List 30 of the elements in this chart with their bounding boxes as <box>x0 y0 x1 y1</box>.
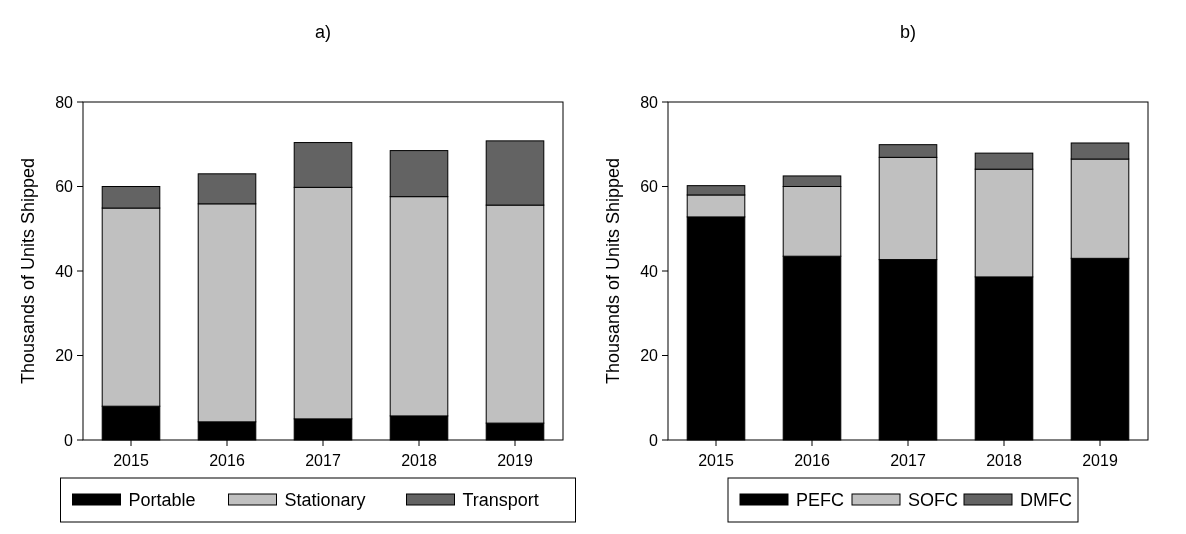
x-tick-label: 2019 <box>497 452 533 469</box>
y-axis-title: Thousands of Units Shipped <box>603 157 623 385</box>
y-tick-label: 0 <box>64 431 74 449</box>
y-tick-label: 40 <box>55 262 74 280</box>
chart-title: a) <box>314 22 332 42</box>
legend-label: PEFC <box>796 490 845 511</box>
x-tick-label: 2018 <box>986 452 1022 469</box>
x-tick-label: 2017 <box>305 452 341 469</box>
x-tick-label: 2019 <box>1082 452 1118 469</box>
y-tick-label: 60 <box>640 178 659 196</box>
legend-label: Transport <box>462 490 539 511</box>
x-tick-label: 2017 <box>890 452 926 469</box>
legend-label: SOFC <box>908 490 959 511</box>
y-tick-label: 20 <box>640 347 659 365</box>
x-tick-label: 2015 <box>113 452 149 469</box>
y-tick-label: 40 <box>640 262 659 280</box>
y-axis-title: Thousands of Units Shipped <box>18 157 38 385</box>
x-tick-label: 2016 <box>794 452 830 469</box>
y-tick-label: 80 <box>640 93 659 111</box>
x-tick-label: 2015 <box>698 452 734 469</box>
y-tick-label: 0 <box>649 431 659 449</box>
legend-label: DMFC <box>1020 490 1072 511</box>
x-tick-label: 2018 <box>401 452 437 469</box>
y-tick-label: 60 <box>55 178 74 196</box>
x-tick-label: 2016 <box>209 452 245 469</box>
legend-label: Portable <box>128 490 196 511</box>
legend-label: Stationary <box>284 490 366 511</box>
y-tick-label: 80 <box>55 93 74 111</box>
y-tick-label: 20 <box>55 347 74 365</box>
chart-title: b) <box>899 22 917 42</box>
